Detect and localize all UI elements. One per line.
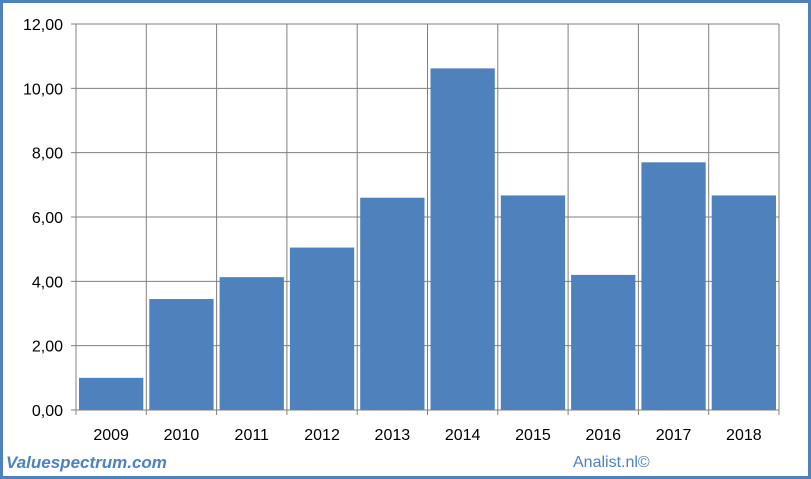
bar — [289, 247, 355, 410]
y-tick-label: 10,00 — [23, 81, 63, 98]
footer-brand-right: Analist.nl© — [573, 454, 650, 471]
x-tick-label: 2014 — [445, 427, 481, 444]
footer-brand-left: Valuespectrum.com — [6, 453, 167, 472]
x-tick-label: 2013 — [375, 427, 411, 444]
bar — [219, 277, 284, 410]
y-tick-label: 2,00 — [32, 339, 63, 356]
x-tick-label: 2011 — [235, 427, 270, 444]
y-tick-label: 8,00 — [32, 146, 63, 163]
x-tick-label: 2010 — [164, 427, 200, 444]
axes — [71, 23, 780, 415]
bar — [641, 162, 706, 410]
x-tick-label: 2012 — [304, 427, 340, 444]
y-tick-label: 4,00 — [32, 274, 63, 291]
bar — [500, 195, 566, 410]
y-tick-label: 6,00 — [32, 210, 63, 227]
y-tick-label: 0,00 — [32, 403, 63, 420]
bar — [711, 195, 776, 410]
x-tick-label: 2018 — [726, 427, 762, 444]
bar — [149, 299, 214, 410]
bars — [79, 68, 776, 410]
x-tick-label: 2017 — [656, 427, 692, 444]
x-tick-label: 2015 — [515, 427, 551, 444]
y-tick-labels: 0,00 2,00 4,00 6,00 8,00 10,00 12,00 — [23, 17, 63, 420]
bar — [430, 68, 495, 410]
x-tick-labels: 2009 2010 2011 2012 2013 2014 2015 2016 2017 2018 — [93, 427, 761, 444]
y-tick-label: 12,00 — [23, 17, 63, 34]
bar — [79, 377, 144, 410]
bar — [571, 274, 636, 410]
x-tick-label: 2016 — [585, 427, 621, 444]
x-tick-label: 2009 — [93, 427, 129, 444]
bar — [360, 197, 425, 410]
